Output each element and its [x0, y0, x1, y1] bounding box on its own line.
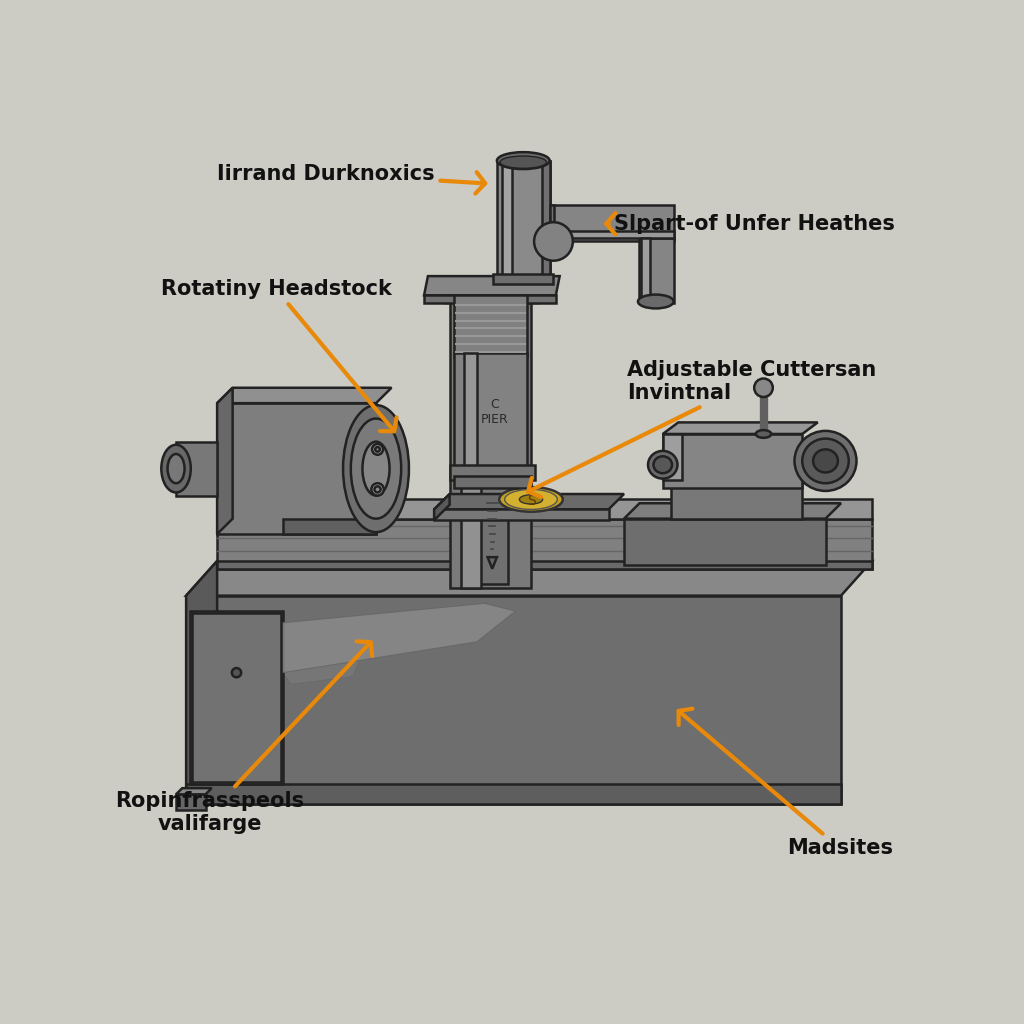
Ellipse shape — [505, 489, 557, 509]
Polygon shape — [502, 161, 512, 280]
Polygon shape — [217, 519, 872, 568]
Ellipse shape — [162, 444, 190, 493]
Ellipse shape — [813, 450, 838, 472]
Ellipse shape — [362, 441, 389, 496]
Polygon shape — [283, 657, 360, 684]
Polygon shape — [639, 238, 674, 303]
Circle shape — [372, 483, 384, 496]
Circle shape — [372, 444, 383, 455]
Ellipse shape — [638, 295, 674, 308]
Polygon shape — [671, 472, 818, 484]
Polygon shape — [671, 484, 802, 519]
Circle shape — [375, 486, 381, 493]
Polygon shape — [497, 161, 550, 280]
Polygon shape — [228, 603, 515, 673]
Text: Adjustable Cuttersan
Invintnal: Adjustable Cuttersan Invintnal — [528, 360, 877, 497]
Polygon shape — [217, 500, 872, 519]
Circle shape — [755, 379, 773, 397]
Polygon shape — [450, 295, 531, 588]
Text: S: S — [526, 494, 536, 508]
Polygon shape — [663, 434, 682, 480]
Text: Rotatiny Headstock: Rotatiny Headstock — [161, 280, 396, 431]
Text: Iirrand Durknoxics: Iirrand Durknoxics — [217, 164, 485, 194]
Ellipse shape — [519, 495, 543, 504]
Polygon shape — [477, 519, 508, 584]
Polygon shape — [217, 388, 391, 403]
Polygon shape — [217, 561, 872, 568]
Polygon shape — [641, 238, 650, 303]
Polygon shape — [190, 611, 283, 784]
Text: C
PIER: C PIER — [480, 398, 509, 426]
Polygon shape — [464, 353, 477, 472]
Circle shape — [375, 447, 380, 452]
Polygon shape — [454, 353, 527, 472]
Polygon shape — [176, 795, 206, 810]
Polygon shape — [186, 561, 217, 804]
Ellipse shape — [343, 406, 409, 532]
Ellipse shape — [756, 430, 771, 438]
Polygon shape — [454, 476, 531, 487]
Polygon shape — [434, 509, 608, 520]
Ellipse shape — [648, 451, 678, 478]
Polygon shape — [542, 161, 550, 280]
Polygon shape — [493, 273, 554, 284]
Polygon shape — [450, 465, 535, 480]
Polygon shape — [186, 561, 872, 596]
Polygon shape — [434, 494, 450, 520]
Polygon shape — [624, 503, 841, 519]
Polygon shape — [454, 295, 527, 357]
Polygon shape — [186, 596, 841, 804]
Ellipse shape — [500, 156, 547, 168]
Ellipse shape — [497, 153, 550, 169]
Text: Ropinfrasspeols
valifarge: Ropinfrasspeols valifarge — [116, 641, 372, 835]
Polygon shape — [461, 295, 480, 588]
Polygon shape — [176, 441, 217, 496]
Polygon shape — [434, 494, 624, 509]
Ellipse shape — [802, 438, 849, 483]
Polygon shape — [176, 788, 212, 795]
Polygon shape — [424, 276, 560, 295]
Polygon shape — [283, 519, 376, 535]
Text: Slpart-of Unfer Heathes: Slpart-of Unfer Heathes — [606, 213, 895, 234]
Polygon shape — [487, 557, 497, 568]
Ellipse shape — [351, 419, 401, 519]
Polygon shape — [550, 230, 674, 239]
Ellipse shape — [795, 431, 856, 490]
Ellipse shape — [500, 487, 563, 512]
Polygon shape — [191, 612, 282, 782]
Polygon shape — [217, 403, 376, 535]
Polygon shape — [550, 205, 674, 242]
Ellipse shape — [653, 457, 672, 473]
Polygon shape — [445, 288, 543, 303]
Polygon shape — [424, 295, 556, 303]
Polygon shape — [217, 388, 232, 535]
Ellipse shape — [168, 454, 184, 483]
Polygon shape — [663, 434, 802, 487]
Polygon shape — [550, 205, 554, 242]
Ellipse shape — [535, 222, 572, 261]
Polygon shape — [624, 519, 825, 565]
Polygon shape — [186, 784, 841, 804]
Circle shape — [231, 668, 241, 677]
Text: Madsites: Madsites — [679, 709, 893, 858]
Polygon shape — [663, 423, 818, 434]
